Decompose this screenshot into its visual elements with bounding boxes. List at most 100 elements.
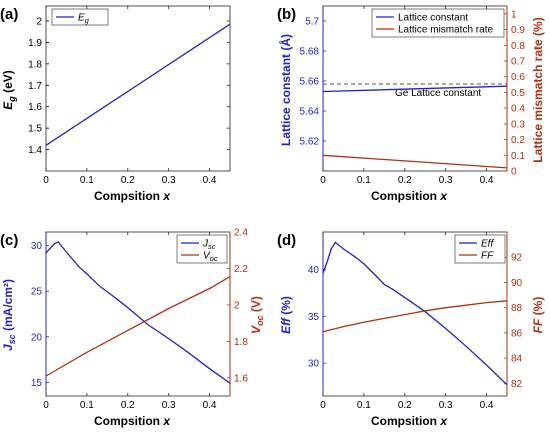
y-tick-label: 20 [31, 332, 43, 343]
y-right-axis-label: FF (%) [531, 297, 545, 334]
series-line-0 [322, 241, 508, 386]
y-right-tick-label: 86 [511, 328, 523, 339]
series-line-0 [322, 85, 508, 93]
series-line-0 [45, 23, 231, 146]
y-right-tick-label: 1 [511, 9, 517, 20]
y-right-tick-label: 0.9 [511, 25, 525, 36]
legend-entry: Lattice constant [398, 13, 468, 24]
y-tick-label: 5.68 [300, 47, 320, 58]
x-tick-label: 0.1 [357, 175, 371, 186]
x-tick-label: 0.2 [398, 400, 412, 411]
legend-box [176, 234, 228, 264]
y-right-tick-label: 2 [234, 300, 240, 311]
x-tick-label: 0.1 [357, 400, 371, 411]
annotation-label: Ge Lattice constant [395, 88, 481, 99]
chart-panel-c: (c) 0 0.1 0.2 0.3 0.4 15 20 25 30 1.6 1.8 2 2.2 2.4 Com… [0, 228, 265, 429]
x-tick-label: 0.3 [162, 400, 176, 411]
legend-box [454, 234, 506, 264]
y-right-tick-label: 0.8 [511, 41, 525, 52]
y-axis-label: Jsc (mA/cm²) [1, 279, 17, 351]
y-tick-label: 30 [31, 241, 43, 252]
panel-label: (d) [277, 232, 296, 249]
x-axis-label: Compsition x [94, 189, 171, 203]
series-line-1 [322, 154, 508, 169]
legend-entry: Eg [78, 13, 90, 26]
panel-label: (b) [277, 6, 296, 23]
x-tick-label: 0.2 [121, 400, 135, 411]
y-tick-label: 2 [36, 17, 42, 28]
y-tick-label: 1.6 [28, 102, 42, 113]
x-tick-label: 0.1 [80, 400, 94, 411]
x-tick-label: 0.4 [480, 175, 494, 186]
x-tick-label: 0.3 [162, 175, 176, 186]
x-tick-label: 0.4 [480, 400, 494, 411]
y-right-tick-label: 2.4 [234, 228, 248, 239]
y-tick-label: 25 [31, 287, 43, 298]
y-right-tick-label: 88 [511, 303, 523, 314]
legend-entry: Voc [203, 251, 218, 264]
y-right-tick-label: 1.6 [234, 373, 248, 384]
y-axis-label: Lattice constant (Å) [278, 34, 293, 146]
legend-entry: FF [481, 251, 494, 262]
y-right-tick-label: 84 [511, 354, 523, 365]
y-right-tick-label: 0.6 [511, 72, 525, 83]
legend-entry: Jsc [202, 239, 216, 252]
y-tick-label: 1.9 [28, 38, 42, 49]
chart-panel-d: (d) 0 0.1 0.2 0.3 0.4 30 35 40 82 84 86 88 90 92 Compsi… [277, 231, 545, 428]
legend-entry: Lattice mismatch rate [398, 25, 493, 36]
y-axis-label: Eff (%) [279, 296, 293, 334]
x-tick-label: 0.2 [121, 175, 135, 186]
x-tick-label: 0 [320, 175, 326, 186]
y-right-axis-label: Lattice mismatch rate (%) [531, 17, 545, 162]
y-tick-label: 5.7 [305, 17, 319, 28]
y-right-tick-label: 0.1 [511, 151, 525, 162]
x-tick-label: 0.3 [439, 400, 453, 411]
y-tick-label: 15 [31, 378, 43, 389]
panel-label: (a) [0, 6, 18, 23]
y-right-axis-label: Voc (V) [249, 296, 265, 334]
series-line-1 [322, 300, 508, 333]
y-tick-label: 5.66 [300, 77, 320, 88]
x-tick-label: 0.4 [203, 400, 217, 411]
x-tick-label: 0.2 [398, 175, 412, 186]
series-line-1 [45, 276, 231, 377]
y-right-tick-label: 0.7 [511, 57, 525, 68]
y-right-tick-label: 2.2 [234, 264, 248, 275]
y-tick-label: 5.64 [300, 107, 320, 118]
legend-entry: Eff [481, 239, 494, 250]
legend-box [371, 8, 505, 38]
chart-panel-b: (b) 0 0.1 0.2 0.3 0.4 5.62 5.64 5.66 5.68 5.7 0 0.1 0… [277, 5, 545, 203]
x-tick-label: 0 [43, 175, 49, 186]
y-right-tick-label: 0.4 [511, 104, 525, 115]
y-right-tick-label: 1.8 [234, 337, 248, 348]
series-line-0 [45, 241, 231, 384]
x-tick-label: 0.3 [439, 175, 453, 186]
y-right-tick-label: 82 [511, 379, 523, 390]
panel-label: (c) [0, 232, 18, 249]
y-tick-label: 1.7 [28, 81, 42, 92]
y-tick-label: 5.62 [300, 137, 320, 148]
x-axis-label: Compsition x [371, 414, 448, 428]
x-tick-label: 0.1 [80, 175, 94, 186]
chart-panel-a: (a) 0 0.1 0.2 0.3 0.4 1.4 1.5 1.6 1.7 1.8 1.9 2 Comps… [0, 5, 231, 203]
y-tick-label: 40 [308, 265, 320, 276]
y-tick-label: 1.8 [28, 59, 42, 70]
y-right-tick-label: 0.5 [511, 88, 525, 99]
y-right-tick-label: 0.3 [511, 119, 525, 130]
y-right-tick-label: 90 [511, 278, 523, 289]
x-axis-label: Compsition x [371, 189, 448, 203]
legend-box [51, 8, 109, 26]
y-tick-label: 1.4 [28, 145, 42, 156]
y-right-tick-label: 0 [511, 167, 517, 178]
x-tick-label: 0 [43, 400, 49, 411]
y-right-tick-label: 92 [511, 253, 523, 264]
x-tick-label: 0 [320, 400, 326, 411]
x-axis-label: Compsition x [94, 414, 171, 428]
y-tick-label: 35 [308, 312, 320, 323]
y-tick-label: 30 [308, 359, 320, 370]
plot-frame [45, 5, 231, 172]
y-right-tick-label: 0.2 [511, 135, 525, 146]
x-tick-label: 0.4 [203, 175, 217, 186]
y-tick-label: 1.5 [28, 124, 42, 135]
